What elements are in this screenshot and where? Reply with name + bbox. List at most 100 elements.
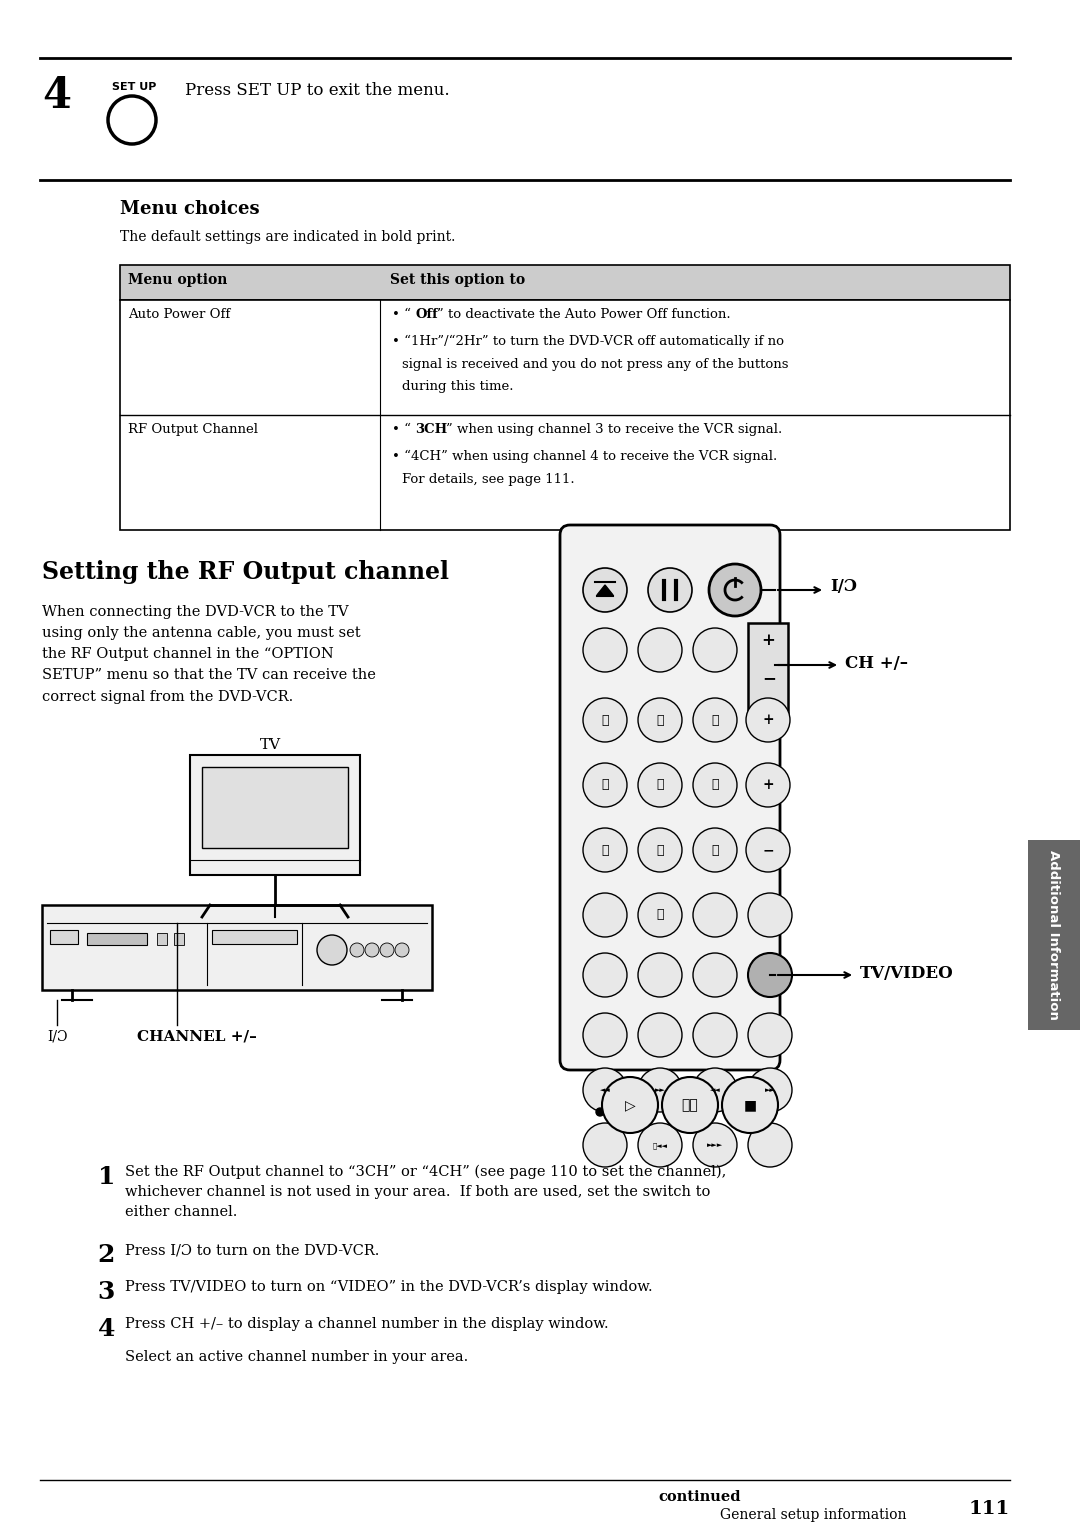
Circle shape (350, 943, 364, 957)
Bar (120, 300, 1010, 531)
Text: −: − (762, 670, 775, 687)
Text: General setup information: General setup information (720, 1508, 906, 1521)
Circle shape (318, 936, 347, 965)
Text: I/Ɔ: I/Ɔ (831, 578, 858, 595)
Bar (174, 933, 184, 945)
Polygon shape (597, 586, 613, 595)
Circle shape (693, 763, 737, 807)
Text: ■: ■ (743, 1098, 757, 1112)
Circle shape (583, 1122, 627, 1167)
Text: −: − (762, 842, 773, 856)
Text: ►►►: ►►► (707, 1141, 724, 1148)
Text: Press CH +/– to display a channel number in the display window.: Press CH +/– to display a channel number… (125, 1316, 609, 1332)
Text: TV: TV (259, 739, 281, 752)
Text: Additional Information: Additional Information (1048, 850, 1061, 1020)
Text: The default settings are indicated in bold print.: The default settings are indicated in bo… (120, 229, 456, 245)
Text: ⧏◄◄: ⧏◄◄ (652, 1141, 667, 1148)
Text: Select an active channel number in your area.: Select an active channel number in your … (125, 1350, 469, 1364)
Circle shape (723, 1076, 778, 1133)
Circle shape (648, 567, 692, 612)
Bar (87, 933, 147, 945)
Text: I/Ɔ: I/Ɔ (48, 1031, 68, 1044)
Bar (202, 768, 348, 849)
Text: during this time.: during this time. (402, 381, 513, 393)
Circle shape (583, 829, 627, 872)
Circle shape (583, 763, 627, 807)
Text: Set this option to: Set this option to (390, 274, 525, 287)
Text: 3: 3 (97, 1280, 114, 1304)
Circle shape (583, 699, 627, 742)
Text: 4: 4 (97, 1316, 114, 1341)
Circle shape (748, 1067, 792, 1112)
Circle shape (662, 1076, 718, 1133)
Text: 1: 1 (97, 1165, 114, 1190)
Text: ⑥: ⑥ (712, 778, 719, 792)
Circle shape (708, 564, 761, 616)
Circle shape (746, 763, 789, 807)
Text: Setting the RF Output channel: Setting the RF Output channel (42, 560, 449, 584)
Text: ◄◄: ◄◄ (599, 1086, 610, 1095)
Text: • “: • “ (392, 307, 411, 321)
Text: ⑧: ⑧ (657, 844, 664, 856)
Text: signal is received and you do not press any of the buttons: signal is received and you do not press … (402, 358, 788, 372)
Text: continued: continued (659, 1489, 741, 1505)
Text: ⑤: ⑤ (657, 778, 664, 792)
Circle shape (365, 943, 379, 957)
Circle shape (748, 1122, 792, 1167)
Text: ⑨: ⑨ (712, 844, 719, 856)
Text: ►►: ►► (765, 1086, 775, 1095)
Bar (120, 265, 1010, 300)
Circle shape (638, 628, 681, 673)
Text: Off: Off (415, 307, 437, 321)
Bar (212, 930, 297, 943)
Text: ②: ② (657, 714, 664, 726)
Text: 3CH: 3CH (415, 424, 447, 436)
Text: ①: ① (602, 714, 609, 726)
Text: SET UP: SET UP (112, 83, 157, 92)
Circle shape (583, 1067, 627, 1112)
Text: ④: ④ (602, 778, 609, 792)
Text: When connecting the DVD-VCR to the TV
using only the antenna cable, you must set: When connecting the DVD-VCR to the TV us… (42, 605, 376, 703)
Text: Press TV/VIDEO to turn on “VIDEO” in the DVD-VCR’s display window.: Press TV/VIDEO to turn on “VIDEO” in the… (125, 1280, 652, 1294)
Text: CHANNEL +/–: CHANNEL +/– (137, 1031, 257, 1044)
Circle shape (638, 1014, 681, 1057)
Bar (748, 622, 788, 722)
Text: • “1Hr”/“2Hr” to turn the DVD-VCR off automatically if no: • “1Hr”/“2Hr” to turn the DVD-VCR off au… (392, 335, 784, 349)
Text: +: + (762, 778, 773, 792)
Circle shape (693, 1014, 737, 1057)
Circle shape (693, 1122, 737, 1167)
Circle shape (395, 943, 409, 957)
Circle shape (638, 763, 681, 807)
Text: ⑦: ⑦ (602, 844, 609, 856)
Circle shape (583, 953, 627, 997)
FancyBboxPatch shape (561, 524, 780, 1070)
Text: ►►: ►► (654, 1086, 665, 1095)
Circle shape (746, 829, 789, 872)
Text: ❙❙: ❙❙ (681, 1098, 699, 1112)
Text: For details, see page 111.: For details, see page 111. (402, 472, 575, 486)
Bar (1028, 839, 1080, 1031)
Circle shape (602, 1076, 658, 1133)
Circle shape (746, 699, 789, 742)
Circle shape (638, 829, 681, 872)
Text: Press SET UP to exit the menu.: Press SET UP to exit the menu. (185, 83, 449, 99)
Text: +: + (761, 631, 774, 648)
Circle shape (380, 943, 394, 957)
Text: 4: 4 (42, 75, 71, 118)
Circle shape (596, 1109, 604, 1116)
Circle shape (638, 953, 681, 997)
Circle shape (693, 628, 737, 673)
Circle shape (638, 1122, 681, 1167)
Text: ▷: ▷ (624, 1098, 635, 1112)
Circle shape (638, 893, 681, 937)
Text: ” when using channel 3 to receive the VCR signal.: ” when using channel 3 to receive the VC… (446, 424, 782, 436)
Circle shape (693, 1067, 737, 1112)
Text: ⓪: ⓪ (657, 908, 664, 922)
Text: Set the RF Output channel to “3CH” or “4CH” (see page 110 to set the channel),
w: Set the RF Output channel to “3CH” or “4… (125, 1165, 727, 1220)
Text: • “4CH” when using channel 4 to receive the VCR signal.: • “4CH” when using channel 4 to receive … (392, 450, 778, 463)
Text: Auto Power Off: Auto Power Off (129, 307, 230, 321)
Text: ③: ③ (712, 714, 719, 726)
Text: 2: 2 (97, 1243, 114, 1268)
Text: • “: • “ (392, 424, 411, 436)
Bar (157, 933, 167, 945)
